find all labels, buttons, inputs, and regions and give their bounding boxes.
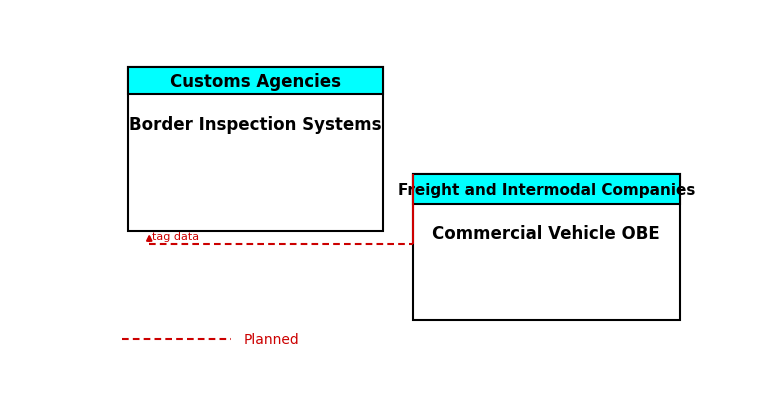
Text: Border Inspection Systems: Border Inspection Systems [129, 116, 382, 134]
Text: Customs Agencies: Customs Agencies [170, 72, 341, 90]
Text: tag data: tag data [152, 232, 199, 242]
Text: Planned: Planned [243, 332, 299, 346]
Text: Commercial Vehicle OBE: Commercial Vehicle OBE [432, 224, 660, 242]
Text: Freight and Intermodal Companies: Freight and Intermodal Companies [397, 182, 695, 197]
Bar [128, 68, 382, 95]
Bar [413, 175, 680, 204]
Bar [413, 175, 680, 320]
Bar [128, 68, 382, 232]
